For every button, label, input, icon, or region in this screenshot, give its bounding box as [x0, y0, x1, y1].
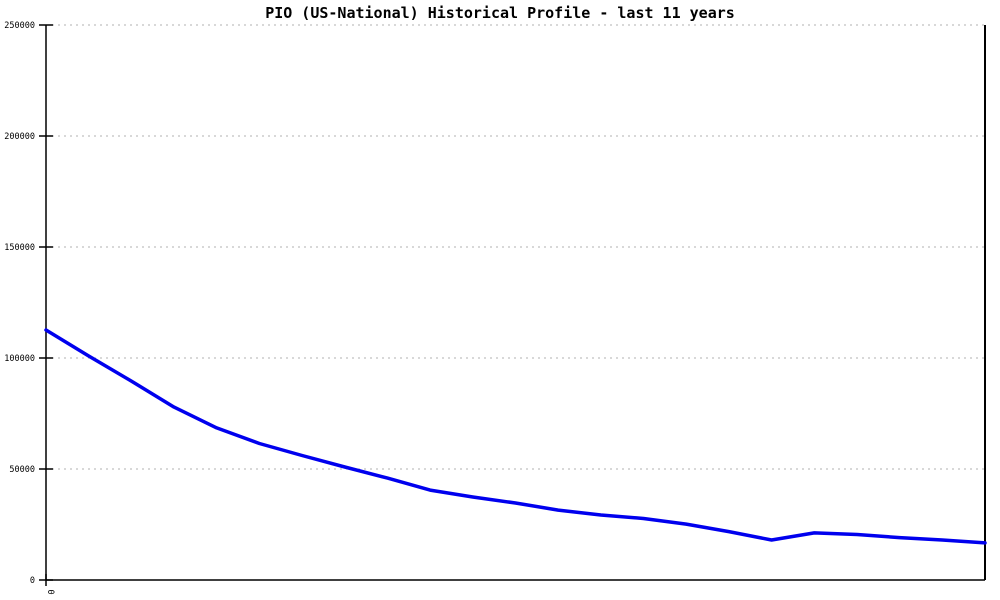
y-tick-label: 50000 — [9, 465, 35, 475]
data-line — [44, 328, 987, 545]
y-tick-label: 250000 — [4, 21, 35, 31]
y-tick-label: 0 — [30, 576, 35, 586]
chart-title: PIO (US-National) Historical Profile - l… — [265, 4, 735, 22]
x-tick-label: 0 — [45, 589, 55, 594]
y-tick-label: 200000 — [4, 132, 35, 142]
y-tick-label: 100000 — [4, 354, 35, 364]
y-tick-label: 150000 — [4, 243, 35, 253]
